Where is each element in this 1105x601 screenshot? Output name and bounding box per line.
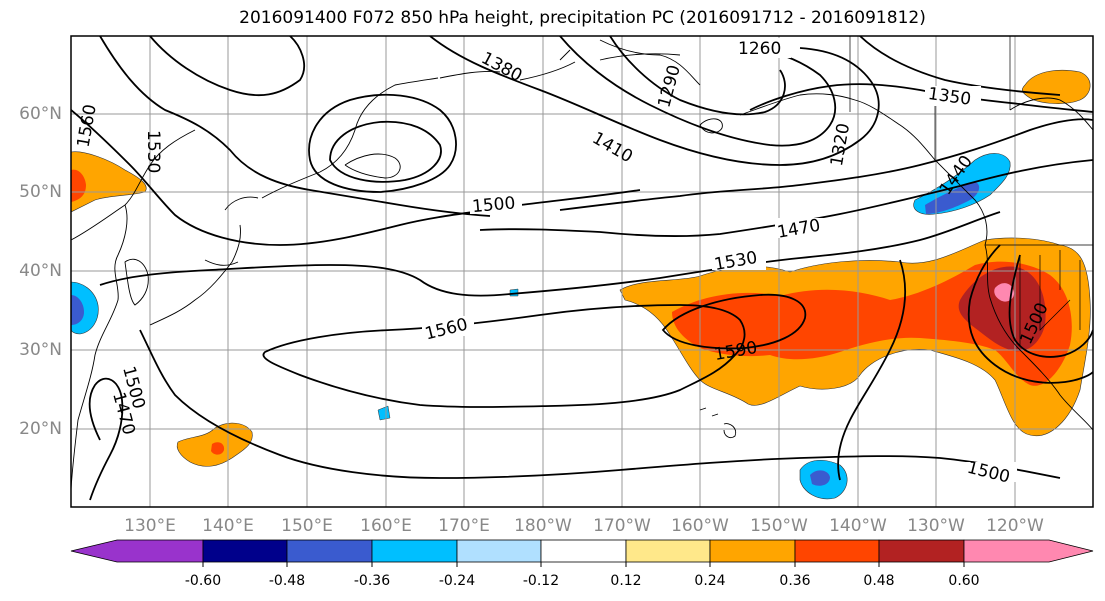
- precip-darkred-region: [958, 266, 1046, 352]
- lon-label: 140°W: [829, 516, 887, 536]
- precip-pink-region: [994, 283, 1015, 302]
- lon-label: 160°E: [360, 516, 412, 536]
- colorbar-swatch: [794, 539, 880, 563]
- contour-label: 1260: [738, 39, 781, 59]
- colorbar-label: 0.60: [948, 573, 980, 589]
- gridlines: [71, 36, 1093, 507]
- lon-label: 120°W: [986, 516, 1044, 536]
- colorbar: [70, 539, 1094, 563]
- colorbar-swatch: [878, 539, 965, 563]
- colorbar-label: 0.24: [694, 573, 726, 589]
- colorbar-swatch: [371, 539, 458, 563]
- colorbar-label: 0.12: [610, 573, 642, 589]
- colorbar-swatch: [456, 539, 542, 563]
- lat-label: 20°N: [19, 419, 62, 439]
- map-border: [70, 35, 1094, 508]
- coastlines: [71, 39, 1093, 491]
- precip-shading: [71, 69, 1091, 500]
- colorbar-label: 0.36: [779, 573, 811, 589]
- contour-label: 1530: [143, 130, 163, 173]
- contour-label: 1500: [471, 193, 516, 217]
- precip-tiny-blue-1: [377, 405, 391, 421]
- precip-small-red: [211, 442, 225, 455]
- colorbar-swatch: [70, 539, 204, 563]
- colorbar-swatch: [963, 539, 1094, 563]
- lat-label: 60°N: [19, 104, 62, 124]
- colorbar-label: -0.48: [268, 573, 306, 589]
- colorbar-label: -0.24: [438, 573, 476, 589]
- lon-label: 160°W: [671, 516, 729, 536]
- colorbar-swatch: [286, 539, 373, 563]
- colorbar-swatch: [625, 539, 711, 563]
- colorbar-ticks: [202, 562, 965, 567]
- lon-label: 170°W: [593, 516, 651, 536]
- colorbar-swatch: [202, 539, 288, 563]
- borders: [849, 36, 1093, 345]
- colorbar-label: -0.36: [353, 573, 391, 589]
- colorbar-swatch: [540, 539, 627, 563]
- lon-label: 140°E: [202, 516, 254, 536]
- colorbar-label: -0.60: [184, 573, 222, 589]
- precip-west-red: [71, 169, 86, 202]
- colorbar-label: -0.12: [522, 573, 560, 589]
- lon-label: 130°W: [907, 516, 965, 536]
- map-title: 2016091400 F072 850 hPa height, precipit…: [239, 8, 926, 28]
- lat-label: 50°N: [19, 182, 62, 202]
- lon-label: 150°E: [281, 516, 333, 536]
- precip-west-darkblue: [71, 295, 84, 325]
- lon-label: 130°E: [124, 516, 176, 536]
- lon-label: 150°W: [750, 516, 808, 536]
- colorbar-swatch: [709, 539, 796, 563]
- lon-label: 170°E: [438, 516, 490, 536]
- precip-northeast-region: [1021, 69, 1091, 104]
- lat-label: 30°N: [19, 340, 62, 360]
- precip-south-darkblue: [810, 470, 830, 486]
- lon-label: 180°W: [514, 516, 572, 536]
- colorbar-label: 0.48: [863, 573, 895, 589]
- lat-label: 40°N: [19, 261, 62, 281]
- precip-tiny-blue-2: [509, 288, 519, 297]
